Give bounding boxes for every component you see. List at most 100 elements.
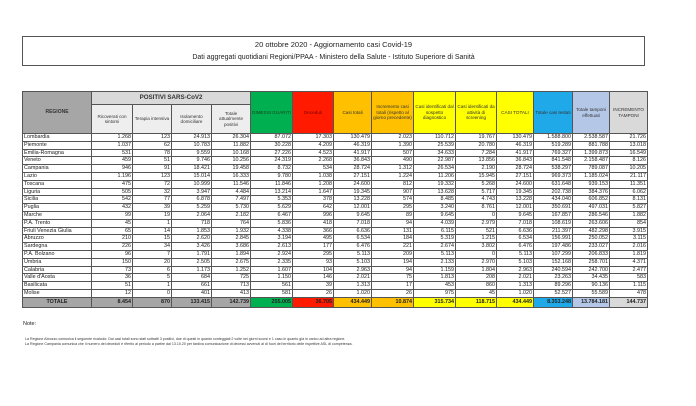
cell-11: 350.691 [533, 203, 574, 212]
cell-10: 2.021 [496, 273, 535, 283]
cell-5: 642 [292, 203, 335, 212]
covid-data-table: REGIONE POSITIVI SARS-CoV2 DIMESSI GUARI… [22, 91, 649, 308]
cell-8: 19.332 [413, 179, 457, 189]
cell-12: 242.700 [572, 265, 611, 275]
cell-9: 1.215 [455, 234, 498, 244]
cell-2: 6.878 [171, 195, 212, 205]
cell-3: 713 [210, 281, 252, 290]
cell-8: 9.645 [413, 210, 457, 220]
cell-6: 5.103 [333, 257, 373, 267]
cell-6: 2.963 [333, 265, 373, 275]
cell-1: 77 [132, 195, 172, 205]
cell-9: 0 [455, 249, 498, 259]
cell-11: 8.353.248 [533, 296, 574, 308]
cell-6: 13.228 [333, 195, 373, 205]
cell-0: 1.268 [91, 133, 133, 142]
cell-6: 7.018 [333, 218, 373, 228]
cell-10: 1.313 [496, 281, 535, 290]
column-header: CASI TOTALI [496, 91, 535, 134]
region-name: Valle d'Aosta [22, 273, 92, 283]
cell-2: 18.421 [171, 164, 212, 173]
cell-0: 531 [91, 148, 133, 158]
cell-4: 13.214 [250, 187, 294, 197]
cell-1: 7 [132, 249, 172, 259]
cell-3: 2.182 [210, 210, 252, 220]
cell-8: 22.987 [413, 156, 457, 166]
cell-1: 32 [132, 187, 172, 197]
cell-0: 459 [91, 156, 133, 166]
cell-1: 1 [132, 218, 172, 228]
table-row: Lombardia 1.268 123 24.913 26.304 87.072 17.30… [22, 133, 649, 142]
region-name: Umbria [22, 257, 92, 267]
cell-9: 19.767 [455, 133, 498, 142]
cell-3: 2.675 [210, 257, 252, 267]
cell-10: 1.020 [496, 288, 535, 298]
cell-1: 870 [132, 296, 172, 308]
cell-6: 5.113 [333, 249, 373, 259]
region-name: Veneto [22, 156, 92, 166]
cell-4: 2.924 [250, 249, 294, 259]
region-name: Emilia-Romagna [22, 148, 92, 158]
cell-11: 23.263 [533, 273, 574, 283]
cell-2: 1.173 [171, 265, 212, 275]
cell-4: 561 [250, 281, 294, 290]
cell-4: 2.335 [250, 257, 294, 267]
cell-8: 110.712 [413, 133, 457, 142]
cell-2: 2.505 [171, 257, 212, 267]
cell-12: 497.031 [572, 203, 611, 212]
table-row: Friuli Venezia Giulia 65 14 1.853 1.932 4.338… [22, 226, 649, 236]
table-row: Campania 946 91 18.421 19.458 8.732 534 28.724 1… [22, 164, 649, 173]
cell-7: 75 [371, 273, 415, 283]
table-row: Valle d'Aosta 36 5 684 725 1.150 146 2.021 75 1.8… [22, 273, 649, 283]
cell-5: 146 [292, 273, 335, 283]
cell-11: 769.327 [533, 148, 574, 158]
table-row: Sardegna 226 34 3.426 3.686 2.613 177 6.476 221 2… [22, 242, 649, 251]
cell-11: 434.040 [533, 195, 574, 205]
cell-5: 1.647 [292, 187, 335, 197]
cell-0: 73 [91, 265, 133, 275]
cell-4: 1.607 [250, 265, 294, 275]
cell-12: 263.606 [572, 218, 611, 228]
cell-3: 764 [210, 218, 252, 228]
cell-7: 10.874 [371, 296, 415, 308]
cell-13: 2.016 [609, 242, 649, 251]
cell-6: 1.020 [333, 288, 373, 298]
cell-10: 6.636 [496, 226, 535, 236]
cell-12: 233.027 [572, 242, 611, 251]
cell-7: 221 [371, 242, 415, 251]
cell-4: 6.467 [250, 210, 294, 220]
total-row: TOTALE 8.454 870 133.415 142.739 255.005 36.70… [22, 296, 649, 308]
cell-2: 2.064 [171, 210, 212, 220]
column-header: INCREMENTO TAMPONI [609, 91, 649, 134]
table-row: Calabria 73 6 1.173 1.252 1.607 104 2.963 94 1.15… [22, 265, 649, 275]
cell-2: 718 [171, 218, 212, 228]
cell-12: 90.136 [572, 281, 611, 290]
cell-7: 907 [371, 187, 415, 197]
cell-1: 19 [132, 210, 172, 220]
cell-10: 5.113 [496, 249, 535, 259]
cell-3: 19.458 [210, 164, 252, 173]
cell-13: 21.726 [609, 133, 649, 142]
column-header: Totale attualmente positivi [210, 104, 252, 134]
cell-5: 26 [292, 288, 335, 298]
column-header: Incremento casi totali (rispetto al gior… [371, 91, 415, 134]
column-header: Ricoverati con sintomi [91, 104, 133, 134]
note-line: La Regione Abruzzo comunica il seguente … [25, 337, 346, 341]
cell-13: 8.131 [609, 195, 649, 205]
region-name: Molise [22, 288, 92, 298]
cell-13: 21.117 [609, 171, 649, 181]
cell-7: 2.023 [371, 133, 415, 142]
cell-2: 684 [171, 273, 212, 283]
cell-6: 1.313 [333, 281, 373, 290]
cell-10: 27.151 [496, 171, 535, 181]
cell-13: 583 [609, 273, 649, 283]
positivi-group-header: POSITIVI SARS-CoV2 [90, 91, 252, 105]
region-name: Piemonte [22, 140, 92, 150]
cell-9: 1.804 [455, 265, 498, 275]
cell-0: 12 [91, 288, 133, 298]
cell-2: 3.947 [171, 187, 212, 197]
cell-13: 3.115 [609, 234, 649, 244]
cell-12: 34.435 [572, 273, 611, 283]
cell-11: 107.299 [533, 249, 574, 259]
cell-6: 2.021 [333, 273, 373, 283]
